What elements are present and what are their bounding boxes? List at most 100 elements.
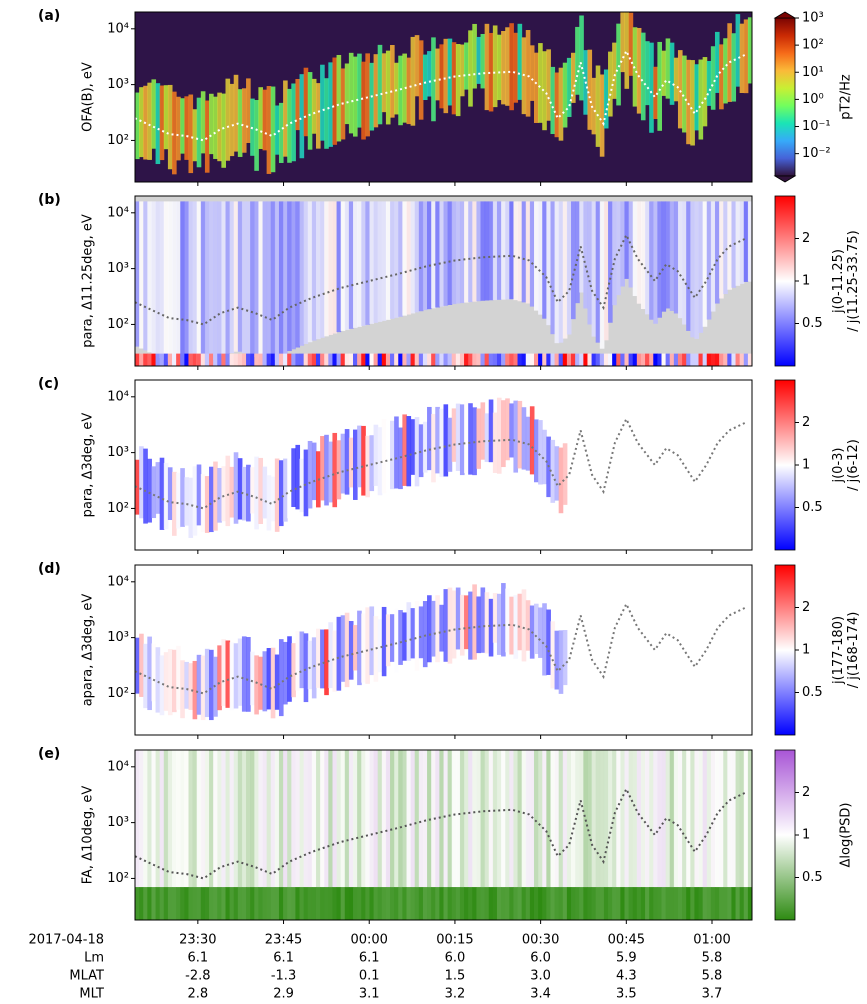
texture: [217, 750, 222, 888]
texture: [262, 651, 268, 712]
texture: [612, 201, 617, 306]
texture: [295, 353, 301, 366]
row-value: -2.8: [185, 969, 210, 984]
texture: [353, 353, 358, 366]
texture: [632, 887, 638, 920]
texture: [369, 750, 375, 888]
texture: [513, 32, 519, 103]
texture: [649, 201, 654, 320]
texture: [509, 887, 514, 920]
texture: [587, 49, 593, 130]
texture: [620, 887, 625, 920]
texture: [649, 353, 654, 366]
texture: [311, 442, 317, 501]
texture: [566, 57, 572, 117]
texture: [295, 79, 301, 131]
texture: [147, 353, 152, 366]
texture: [669, 353, 675, 366]
y-axis-label: apara, Δ3deg, eV: [81, 594, 96, 707]
texture: [447, 201, 453, 305]
texture: [361, 201, 366, 326]
texture: [682, 887, 687, 920]
texture: [719, 201, 724, 299]
texture: [311, 887, 317, 920]
texture: [159, 457, 165, 530]
texture: [620, 353, 625, 366]
texture: [710, 887, 716, 920]
texture: [361, 353, 366, 366]
texture: [686, 750, 691, 888]
texture: [262, 750, 268, 888]
texture: [221, 750, 226, 888]
texture: [196, 201, 202, 366]
texture: [657, 201, 663, 318]
texture: [735, 201, 741, 286]
texture: [591, 77, 597, 135]
texture: [599, 201, 605, 349]
texture: [554, 750, 560, 888]
texture: [566, 887, 572, 920]
texture: [628, 201, 634, 288]
texture: [353, 56, 358, 137]
texture: [135, 92, 140, 160]
texture: [431, 887, 436, 920]
texture: [414, 887, 420, 920]
texture: [241, 636, 247, 712]
texture: [566, 750, 572, 888]
texture: [180, 201, 185, 363]
texture: [427, 201, 432, 310]
texture: [167, 887, 173, 920]
texture: [270, 353, 276, 366]
texture: [381, 53, 387, 113]
texture: [254, 887, 259, 920]
texture: [196, 97, 202, 168]
colorbar-tick-label: 1: [802, 643, 810, 658]
texture: [373, 887, 379, 920]
texture: [731, 33, 737, 102]
texture: [488, 399, 494, 463]
texture: [332, 432, 338, 508]
texture: [677, 50, 683, 129]
spectrogram: [135, 380, 752, 550]
texture: [258, 87, 264, 149]
texture: [406, 57, 412, 125]
texture: [612, 353, 617, 366]
texture: [677, 201, 683, 319]
texture: [735, 353, 741, 366]
texture: [385, 421, 391, 491]
texture: [464, 201, 469, 303]
colorbar-tick-label: 1: [802, 274, 810, 289]
colorbar-tick-label: 10⁰: [802, 92, 824, 107]
texture: [410, 353, 416, 366]
texture: [747, 353, 752, 366]
texture: [443, 750, 449, 888]
colorbar-extend: [773, 175, 797, 183]
texture: [459, 353, 465, 366]
texture: [583, 887, 588, 920]
texture: [209, 887, 214, 920]
texture: [139, 887, 144, 920]
texture: [521, 407, 527, 470]
texture: [464, 400, 469, 473]
texture: [217, 92, 222, 162]
texture: [538, 887, 543, 920]
texture: [492, 25, 498, 108]
texture: [509, 23, 514, 111]
texture: [562, 62, 568, 128]
texture: [533, 52, 539, 123]
texture: [299, 887, 305, 920]
texture: [435, 48, 440, 101]
texture: [743, 201, 749, 282]
y-axis-label: FA, Δ10deg, eV: [81, 786, 96, 885]
texture: [743, 750, 749, 888]
texture: [147, 887, 152, 920]
texture: [587, 887, 593, 920]
texture: [739, 23, 745, 93]
texture: [439, 887, 444, 920]
texture: [176, 472, 181, 529]
texture: [135, 353, 140, 366]
texture: [620, 12, 625, 73]
texture: [328, 62, 333, 147]
y-tick-label: 10⁴: [107, 389, 129, 404]
texture: [167, 84, 173, 170]
